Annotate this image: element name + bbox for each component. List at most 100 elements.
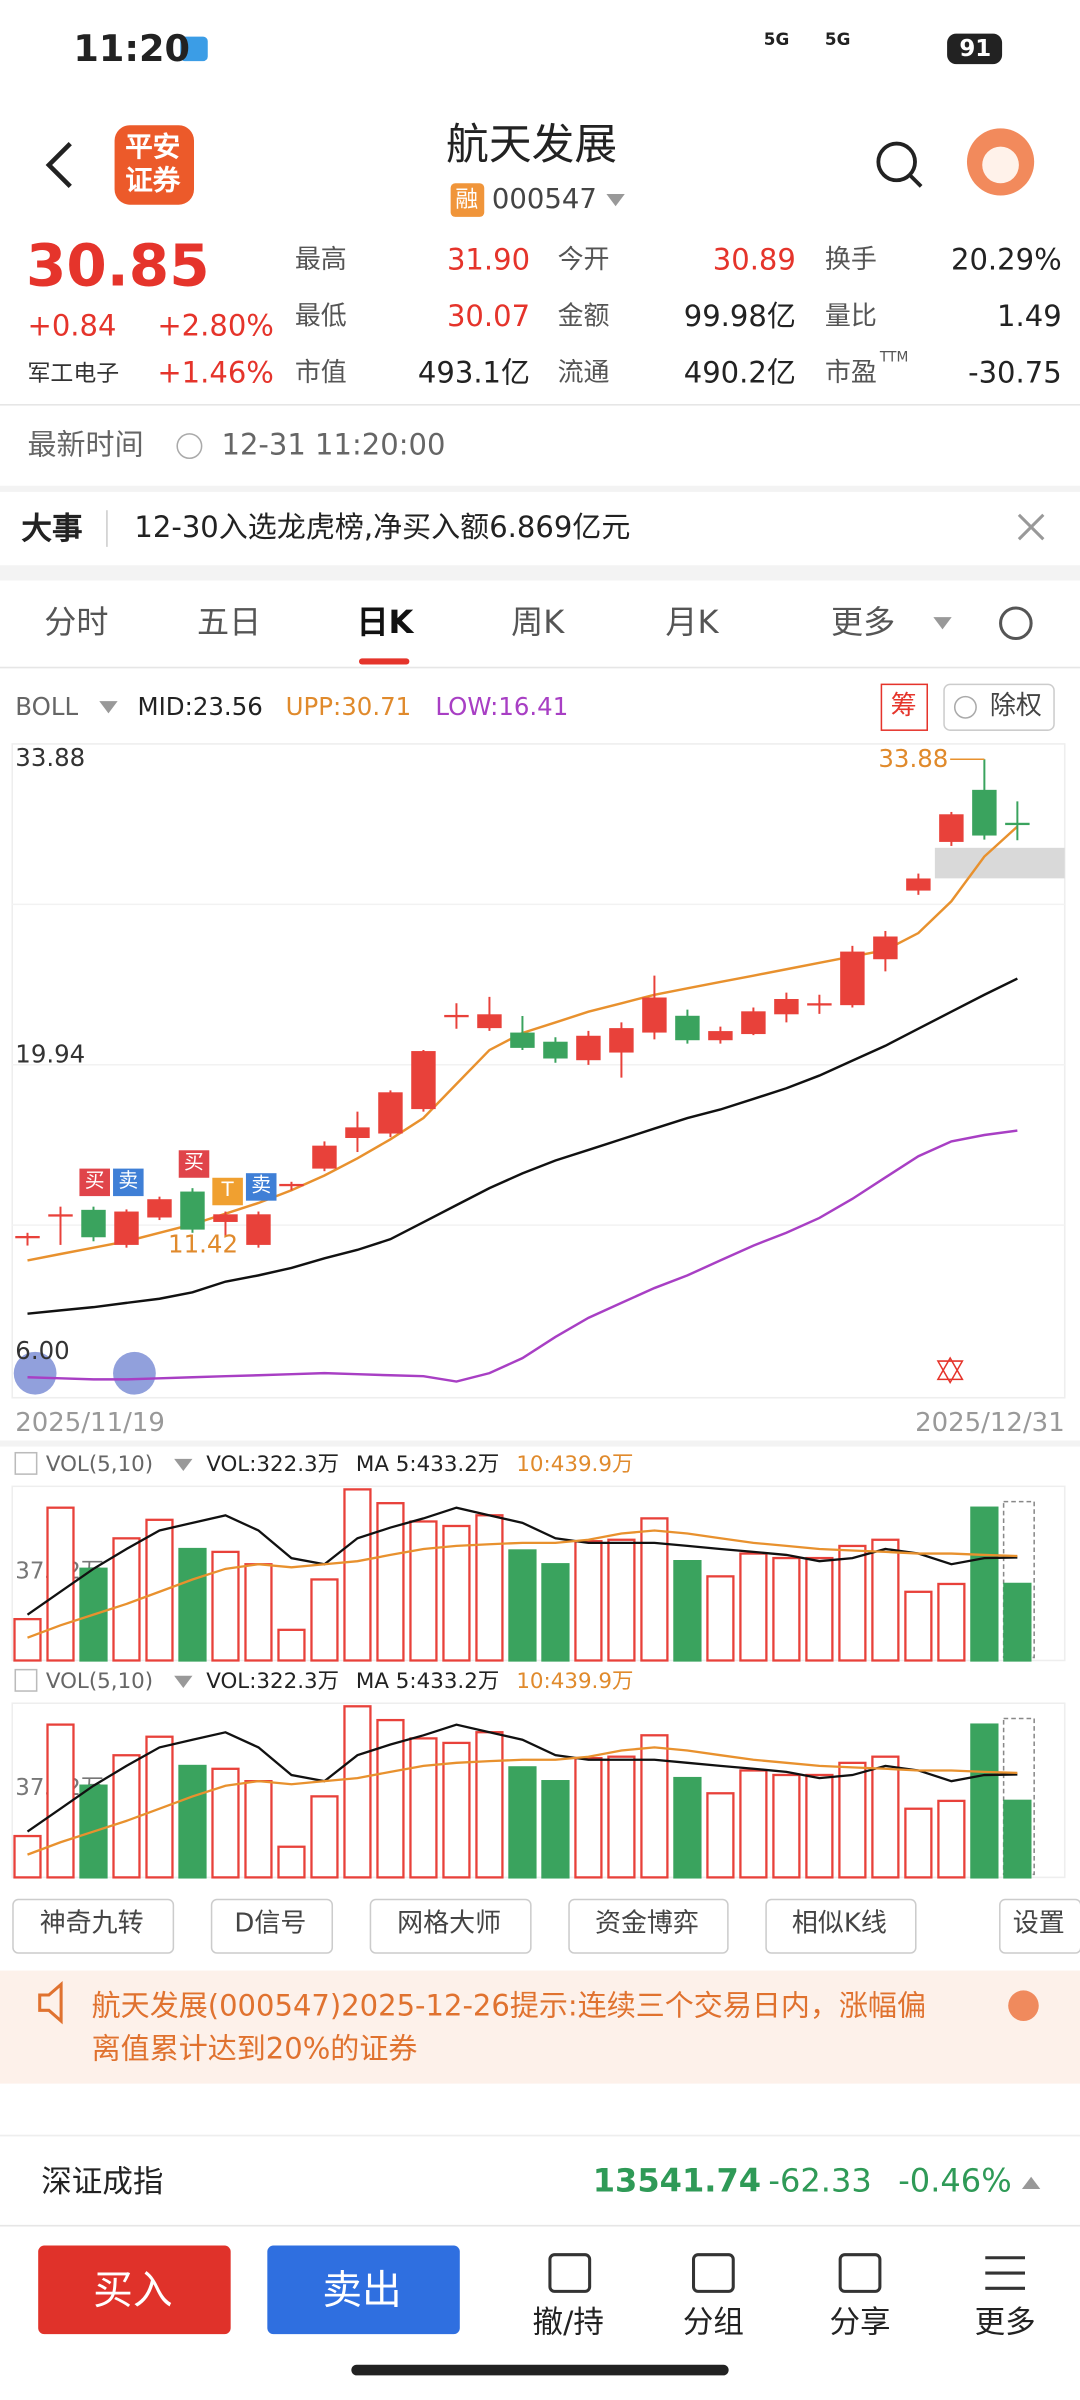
close-icon[interactable] xyxy=(1017,513,1045,541)
expand-icon[interactable] xyxy=(1021,2176,1041,2190)
volume-bar xyxy=(343,1705,372,1879)
sector: 军工电子 xyxy=(27,359,120,388)
nav-icon[interactable] xyxy=(985,2256,1026,2290)
boll-mid: MID:23.56 xyxy=(137,691,263,722)
indicator-name[interactable]: BOLL xyxy=(15,691,79,722)
trade-marker[interactable]: T xyxy=(212,1177,243,1206)
price-band xyxy=(934,847,1065,879)
dropdown[interactable] xyxy=(606,194,625,207)
volume-bar xyxy=(970,1506,999,1662)
back-icon[interactable] xyxy=(45,141,72,188)
tab[interactable]: 分时 xyxy=(44,604,109,641)
nav-label[interactable]: 分组 xyxy=(682,2303,744,2341)
trade-marker[interactable]: 卖 xyxy=(113,1168,144,1197)
tab[interactable]: 周K xyxy=(511,604,565,641)
y-tick-label: 19.94 xyxy=(15,1040,85,1069)
vol-ma5: MA 5:433.2万 xyxy=(355,1669,500,1695)
volume-bar xyxy=(442,1524,471,1662)
vol-name[interactable]: VOL(5,10) xyxy=(45,1669,154,1695)
stat-value: 30.07 xyxy=(446,300,531,334)
candle-body xyxy=(543,1041,568,1059)
tool-button[interactable] xyxy=(369,1898,532,1954)
fullscreen-button[interactable] xyxy=(113,1351,156,1395)
volume-bar xyxy=(739,1552,768,1662)
chip-button[interactable] xyxy=(880,683,929,731)
sell-button[interactable] xyxy=(267,2245,460,2335)
chip-label[interactable]: 筹 xyxy=(890,691,917,722)
candle-body xyxy=(246,1214,271,1245)
tool-label[interactable]: 设置 xyxy=(1012,1908,1065,1940)
tab[interactable]: 日K xyxy=(356,604,414,641)
volume-bar xyxy=(838,1544,867,1662)
sell-label[interactable]: 卖出 xyxy=(322,2268,402,2315)
nav-label[interactable]: 更多 xyxy=(974,2303,1036,2341)
expand-button[interactable] xyxy=(13,1351,57,1395)
nav-icon[interactable] xyxy=(838,2253,882,2293)
trade-marker[interactable]: 买 xyxy=(178,1150,210,1178)
tool-button[interactable] xyxy=(765,1898,917,1954)
news-text[interactable]: 12-30入选龙虎榜,净买入额6.869亿元 xyxy=(134,510,631,545)
tab[interactable]: 五日 xyxy=(197,604,262,641)
candle-body xyxy=(378,1092,403,1134)
event-icon[interactable] xyxy=(936,1356,964,1384)
volume-bar xyxy=(244,1563,273,1662)
broker-logo[interactable] xyxy=(114,125,195,205)
exright-button[interactable] xyxy=(943,683,1055,731)
tool-button[interactable] xyxy=(210,1898,334,1954)
candle-body xyxy=(576,1035,601,1061)
vol-icon[interactable] xyxy=(14,1668,38,1692)
tool-label[interactable]: 网格大师 xyxy=(397,1908,502,1940)
candle-body xyxy=(873,936,898,960)
nav-icon[interactable] xyxy=(548,2253,592,2293)
tab[interactable]: 月K xyxy=(665,604,719,641)
notice-text[interactable]: 航天发展(000547)2025-12-26提示:连续三个交易日内，涨幅偏 xyxy=(91,1989,926,2024)
tool-button[interactable] xyxy=(568,1898,729,1954)
stock-code: 000547 xyxy=(491,183,597,216)
y-tick-label: 33.88 xyxy=(15,743,85,772)
candle-body xyxy=(279,1183,304,1187)
chart-frame xyxy=(11,743,1066,1399)
tool-label[interactable]: D信号 xyxy=(234,1908,307,1940)
notice-bg xyxy=(0,1970,1080,2084)
tool-button[interactable] xyxy=(12,1898,175,1954)
nav-icon[interactable] xyxy=(691,2253,735,2293)
volume-ma xyxy=(26,1723,1018,1833)
search-icon[interactable] xyxy=(876,141,917,183)
tool-button[interactable] xyxy=(999,1898,1080,1954)
volume-bar xyxy=(640,1734,669,1879)
tool-label[interactable]: 资金博弈 xyxy=(594,1908,699,1940)
tool-label[interactable]: 相似K线 xyxy=(791,1908,887,1940)
trade-marker[interactable]: 卖 xyxy=(245,1173,277,1201)
boll-line xyxy=(27,977,1018,1315)
volume-bar xyxy=(178,1764,207,1879)
vol-name[interactable]: VOL(5,10) xyxy=(45,1452,154,1478)
exright-label[interactable]: 除权 xyxy=(989,691,1042,722)
tab[interactable]: 更多 xyxy=(831,604,896,641)
separator xyxy=(0,565,1080,581)
speaker-icon xyxy=(38,1980,63,2025)
volume-bar xyxy=(673,1776,702,1879)
nav-label[interactable]: 撤/持 xyxy=(532,2303,604,2341)
nav-label[interactable]: 分享 xyxy=(829,2303,891,2341)
dropdown[interactable] xyxy=(174,1458,193,1472)
notice-text[interactable]: 离值累计达到20%的证券 xyxy=(91,2032,418,2067)
boll-low: LOW:16.41 xyxy=(435,691,569,722)
buy-label[interactable]: 买入 xyxy=(93,2268,173,2315)
tool-label[interactable]: 神奇九转 xyxy=(39,1908,144,1940)
notice-close[interactable] xyxy=(1008,1990,1039,2021)
settings-icon[interactable] xyxy=(999,606,1033,641)
stat-label: 最低 xyxy=(294,301,347,333)
volume-bar xyxy=(805,1773,834,1879)
dropdown[interactable] xyxy=(174,1675,193,1688)
dropdown[interactable] xyxy=(933,617,952,630)
volume-bar xyxy=(574,1540,603,1662)
candle-body xyxy=(807,1003,832,1006)
buy-button[interactable] xyxy=(38,2245,231,2335)
dropdown[interactable] xyxy=(99,701,118,714)
candle-body xyxy=(444,1014,469,1018)
vol-icon[interactable] xyxy=(14,1451,38,1475)
volume-bar xyxy=(640,1517,669,1662)
index-name[interactable]: 深证成指 xyxy=(41,2163,164,2200)
candle-body xyxy=(708,1031,733,1041)
trade-marker[interactable]: 买 xyxy=(79,1168,110,1197)
